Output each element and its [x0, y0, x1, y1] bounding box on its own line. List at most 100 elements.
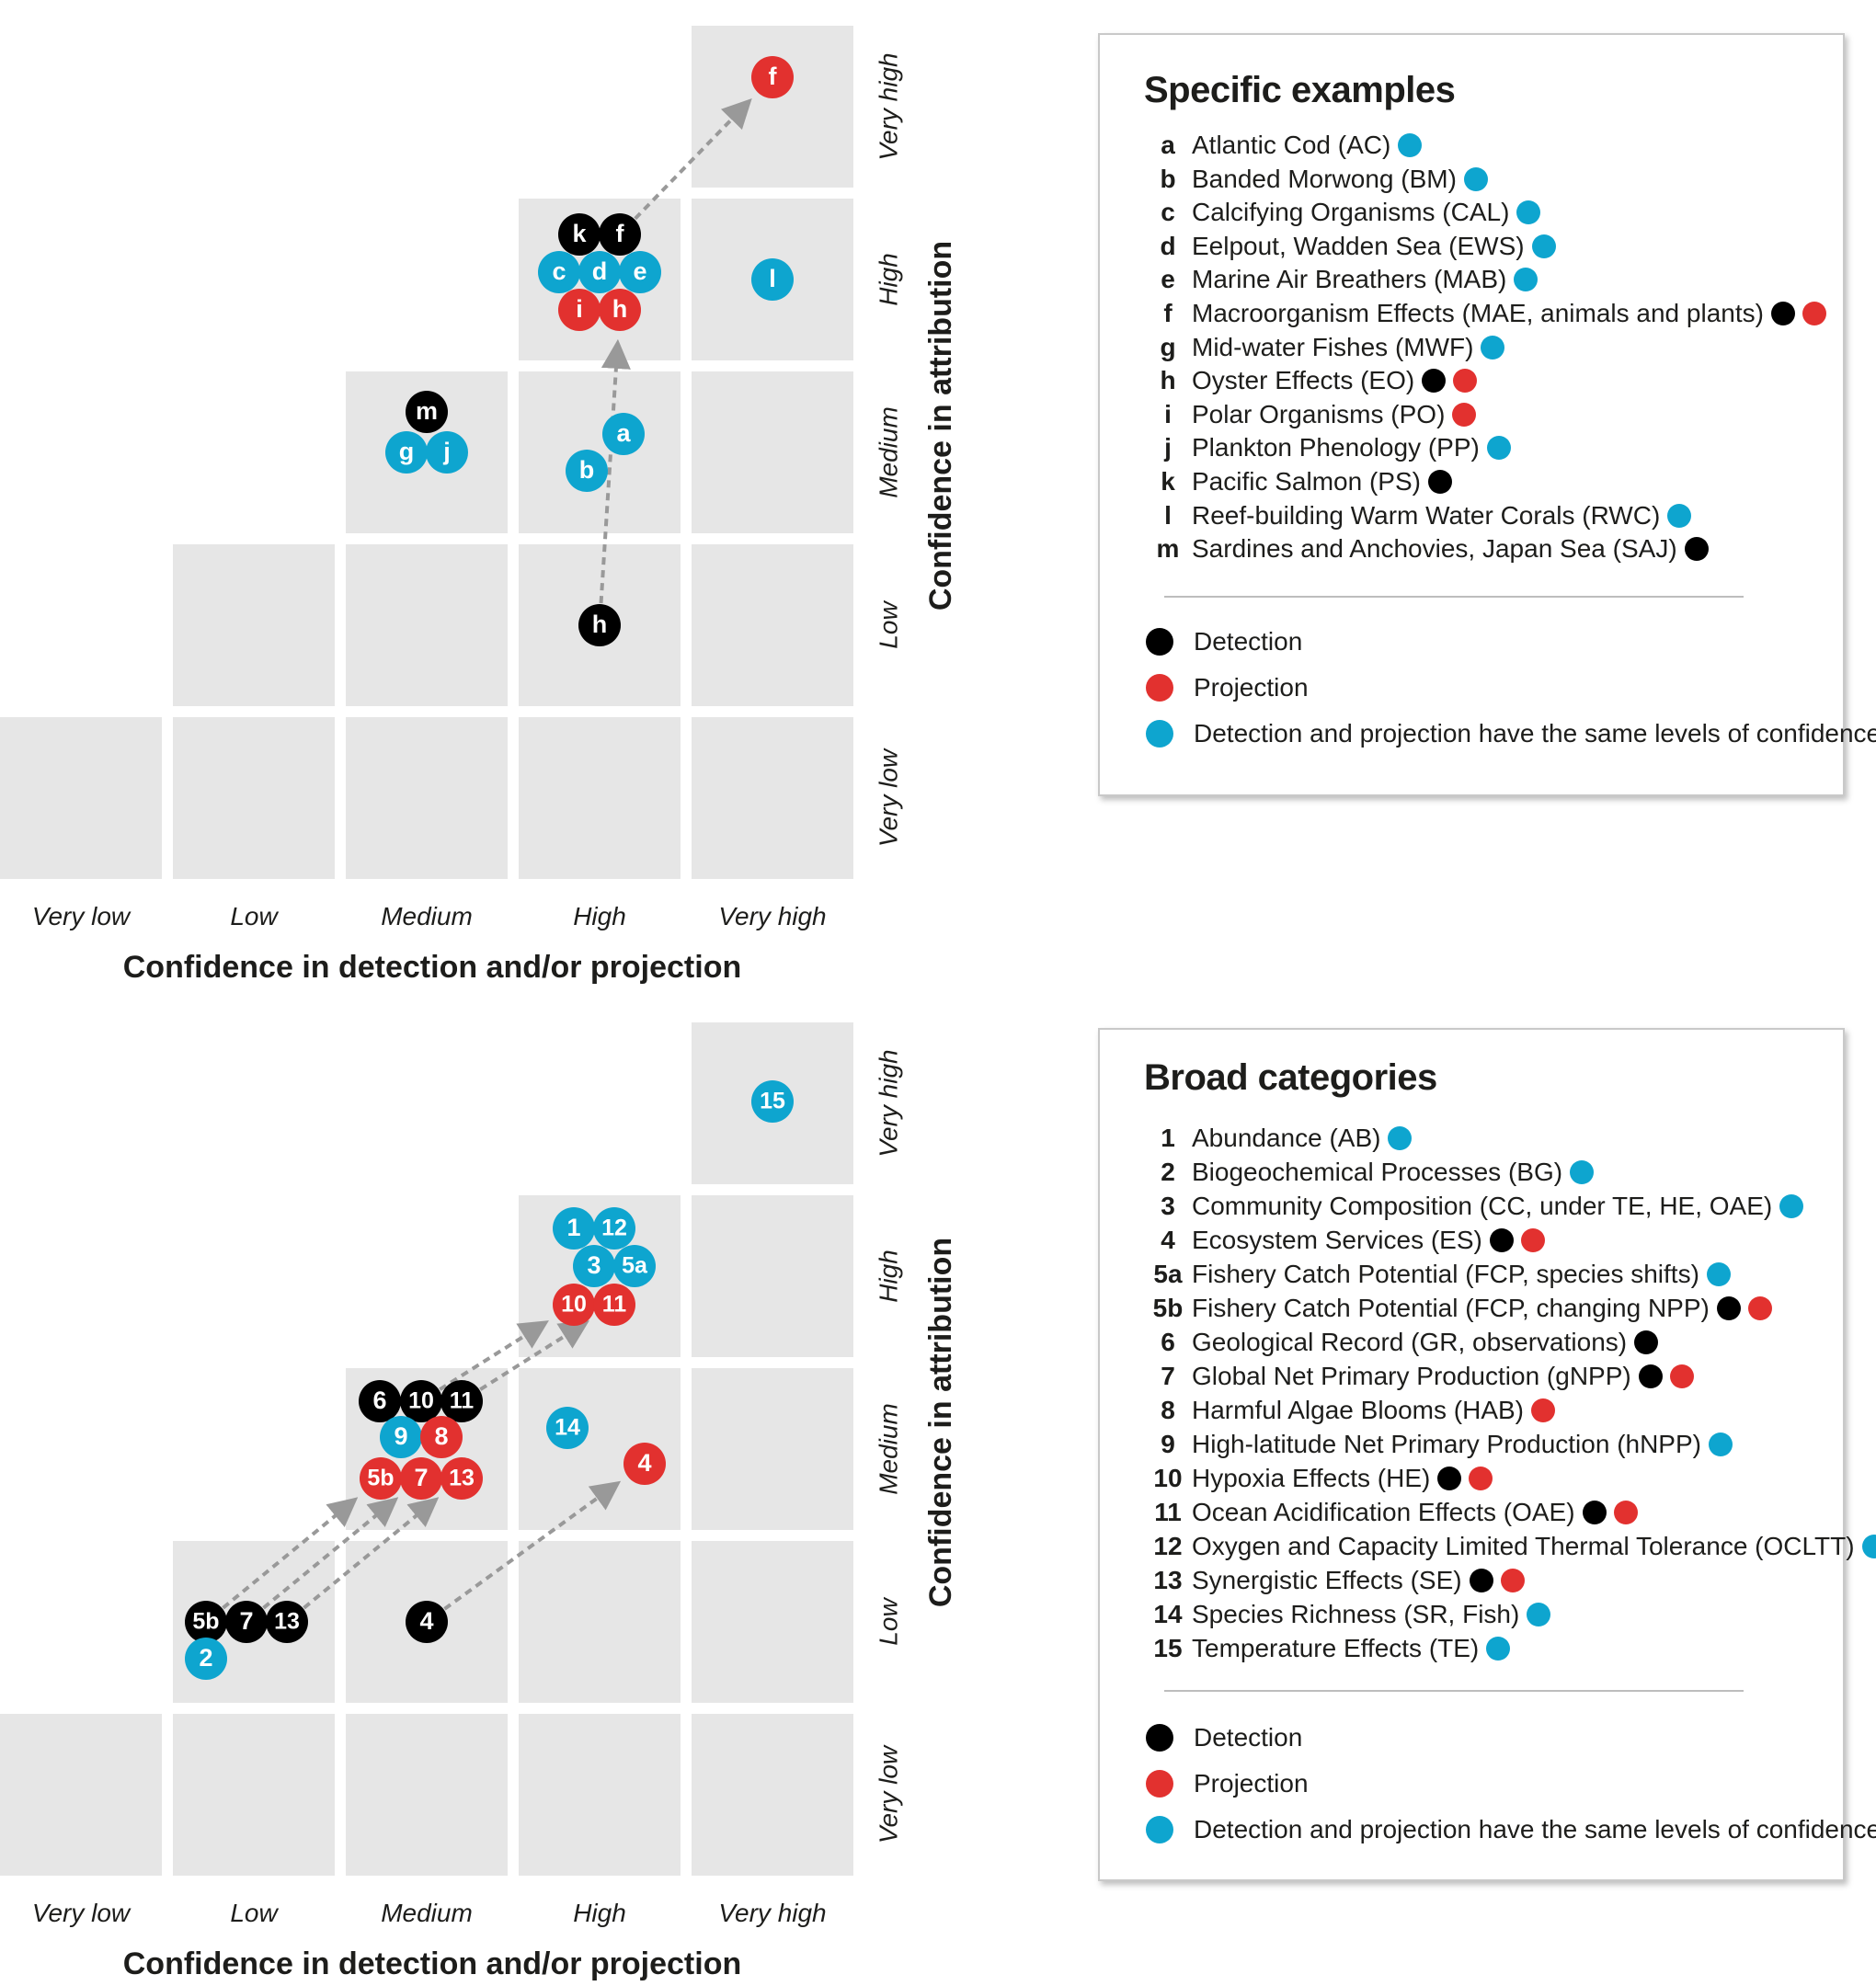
legend-item-label: Biogeochemical Processes (BG): [1192, 1158, 1563, 1186]
marker-label: 11: [602, 1292, 627, 1318]
legend-item-label: Reef-building Warm Water Corals (RWC): [1192, 500, 1661, 530]
legend-item-key: 5b: [1152, 1294, 1184, 1322]
x-tick-label: Very high: [718, 1899, 826, 1927]
marker-label: a: [616, 419, 631, 447]
legend-item: d Eelpout, Wadden Sea (EWS): [1144, 230, 1556, 263]
legend-item: 1 Abundance (AB): [1144, 1122, 1413, 1155]
legend-item-label: Ocean Acidification Effects (OAE): [1192, 1498, 1575, 1526]
legend-item-key: 6: [1161, 1328, 1175, 1356]
marker-label: 4: [419, 1607, 433, 1635]
legend-item-key: 14: [1153, 1600, 1183, 1628]
legend-item: 6 Geological Record (GR, observations): [1144, 1326, 1659, 1359]
marker-circle: [400, 1457, 442, 1500]
matrix-cell: [692, 1195, 853, 1357]
legend-item-key: c: [1161, 198, 1175, 227]
legend-item-key: k: [1161, 467, 1175, 496]
y-tick-label: Medium: [874, 406, 902, 498]
marker-f-red: f: [751, 56, 794, 98]
marker-12-cyan: 12: [593, 1207, 635, 1250]
legend-dot-red: [1146, 674, 1173, 702]
marker-circle: [553, 1207, 595, 1250]
legend-dot-black: [1634, 1330, 1659, 1354]
marker-circle: [558, 289, 601, 331]
marker-label: 5b: [192, 1609, 219, 1635]
marker-d-cyan: d: [578, 251, 621, 293]
marker-4-black: 4: [406, 1601, 448, 1643]
legend-dot-black: [1684, 537, 1709, 562]
marker-circle: [751, 258, 794, 301]
marker-circle: [599, 213, 641, 256]
marker-5a-cyan: 5a: [613, 1245, 656, 1287]
legend-item: f Macroorganism Effects (MAE, animals and…: [1144, 297, 1826, 330]
matrix-cell: [519, 1714, 681, 1876]
legend-item: 10 Hypoxia Effects (HE): [1144, 1462, 1493, 1495]
marker-g-cyan: g: [385, 431, 428, 474]
y-tick-label: Very low: [874, 1744, 902, 1843]
legend-item-key: f: [1163, 299, 1172, 327]
marker-label: 3: [587, 1251, 601, 1279]
legend-item-key: 5a: [1153, 1260, 1183, 1288]
legend-item: 4 Ecosystem Services (ES): [1144, 1224, 1545, 1257]
legend-item: j Plankton Phenology (PP): [1144, 431, 1511, 464]
marker-circle: [623, 1443, 666, 1485]
marker-j-cyan: j: [426, 431, 468, 474]
legend-dot-cyan: [1146, 720, 1173, 748]
x-tick-label: Low: [230, 1899, 279, 1927]
x-tick-label: High: [573, 1899, 626, 1927]
legend-item-key: h: [1160, 366, 1176, 395]
marker-7-red: 7: [400, 1457, 442, 1500]
matrix-cell: [692, 1714, 853, 1876]
marker-label: k: [572, 220, 587, 247]
legend-dot-cyan: [1706, 1262, 1731, 1286]
marker-label: 5b: [367, 1466, 394, 1491]
legend-dot-cyan: [1527, 1603, 1551, 1626]
x-tick-label: Low: [230, 902, 279, 930]
marker-9-cyan: 9: [380, 1416, 422, 1458]
x-tick-label: Medium: [381, 1899, 473, 1927]
legend-item-key: 2: [1161, 1158, 1175, 1186]
legend-dot-black: [1427, 470, 1452, 494]
marker-label: 13: [274, 1609, 300, 1635]
marker-b-cyan: b: [566, 450, 608, 492]
marker-label: f: [769, 63, 778, 90]
legend-item: c Calcifying Organisms (CAL): [1144, 196, 1541, 229]
legend-item: 13 Synergistic Effects (SE): [1144, 1564, 1525, 1597]
marker-circle: [599, 289, 641, 331]
marker-label: 14: [555, 1415, 580, 1441]
marker-circle: [578, 251, 621, 293]
marker-circle: [380, 1416, 422, 1458]
y-tick-label: Low: [874, 600, 902, 649]
legend-item-key: 11: [1154, 1498, 1182, 1526]
marker-8-red: 8: [420, 1416, 463, 1458]
matrix-cell: [519, 1541, 681, 1703]
legend-divider: [1164, 596, 1744, 598]
marker-circle: [185, 1638, 227, 1680]
legend-item-label: Marine Air Breathers (MAB): [1192, 265, 1507, 294]
marker-circle: [573, 1245, 615, 1287]
marker-10-black: 10: [400, 1380, 442, 1422]
marker-c-cyan: c: [538, 251, 580, 293]
matrix-cell: [346, 544, 508, 706]
marker-h-black: h: [578, 604, 621, 646]
marker-circle: [440, 1457, 483, 1500]
legend-item: e Marine Air Breathers (MAB): [1144, 263, 1539, 296]
legend-item: 2 Biogeochemical Processes (BG): [1144, 1156, 1595, 1189]
legend-item-key: 3: [1161, 1192, 1175, 1220]
shift-arrow: [262, 1497, 399, 1610]
matrix-cell: [692, 717, 853, 879]
legend-kind-label: Detection and projection have the same l…: [1194, 719, 1876, 748]
legend-item-key: i: [1164, 399, 1172, 428]
legend-item-key: 15: [1153, 1634, 1183, 1662]
shift-arrow: [222, 1497, 359, 1610]
marker-label: 10: [408, 1388, 434, 1414]
x-axis-title: Confidence in detection and/or projectio…: [123, 1946, 741, 1981]
legend-dot-cyan: [1463, 166, 1488, 191]
legend-item: 12 Oxygen and Capacity Limited Thermal To…: [1144, 1530, 1876, 1563]
legend-item-key: 12: [1153, 1532, 1183, 1560]
legend-dot-black: [1489, 1228, 1514, 1252]
marker-label: j: [442, 438, 451, 465]
legend-item-label: High-latitude Net Primary Production (hN…: [1192, 1430, 1701, 1458]
marker-f-black: f: [599, 213, 641, 256]
marker-k-black: k: [558, 213, 601, 256]
